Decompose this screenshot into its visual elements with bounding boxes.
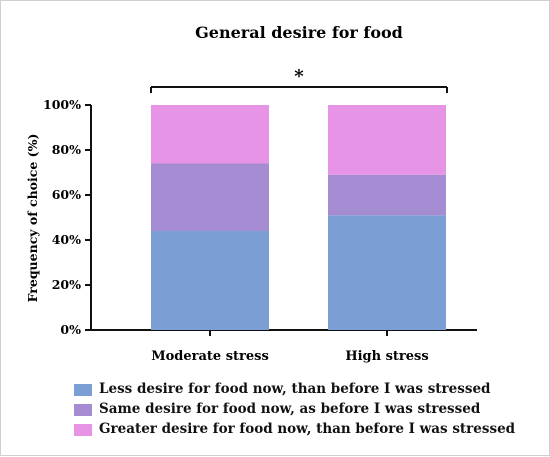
y-tick-label-2: 40% <box>52 232 81 247</box>
legend-swatch-less <box>74 383 92 396</box>
legend-item-same: Same desire for food now, as before I wa… <box>74 400 534 419</box>
y-tick-label-3: 60% <box>52 187 81 202</box>
bar-moderate-greater <box>151 105 269 164</box>
legend-item-less: Less desire for food now, than before I … <box>74 380 534 399</box>
legend-swatch-same <box>74 403 92 416</box>
legend: Less desire for food now, than before I … <box>74 380 534 440</box>
legend-label-greater: Greater desire for food now, than before… <box>99 420 516 437</box>
legend-label-less: Less desire for food now, than before I … <box>99 380 491 397</box>
legend-item-greater: Greater desire for food now, than before… <box>74 420 534 439</box>
bar-moderate-less <box>151 231 269 330</box>
y-axis-label: Frequency of choice (%) <box>25 134 40 303</box>
significance-marker: * <box>294 66 304 87</box>
x-tick-label-1: High stress <box>345 349 428 364</box>
y-tick-label-5: 100% <box>43 97 81 112</box>
y-tick-label-1: 20% <box>52 277 81 292</box>
legend-label-same: Same desire for food now, as before I wa… <box>99 400 481 417</box>
bar-high-greater <box>328 105 446 175</box>
y-tick-label-4: 80% <box>52 142 81 157</box>
bar-moderate-same <box>151 163 269 231</box>
x-tick-label-0: Moderate stress <box>151 349 269 364</box>
bar-high-same <box>328 174 446 216</box>
chart-title: General desire for food <box>195 23 403 42</box>
bar-high-less <box>328 215 446 330</box>
y-tick-label-0: 0% <box>60 322 81 337</box>
legend-swatch-greater <box>74 423 92 436</box>
